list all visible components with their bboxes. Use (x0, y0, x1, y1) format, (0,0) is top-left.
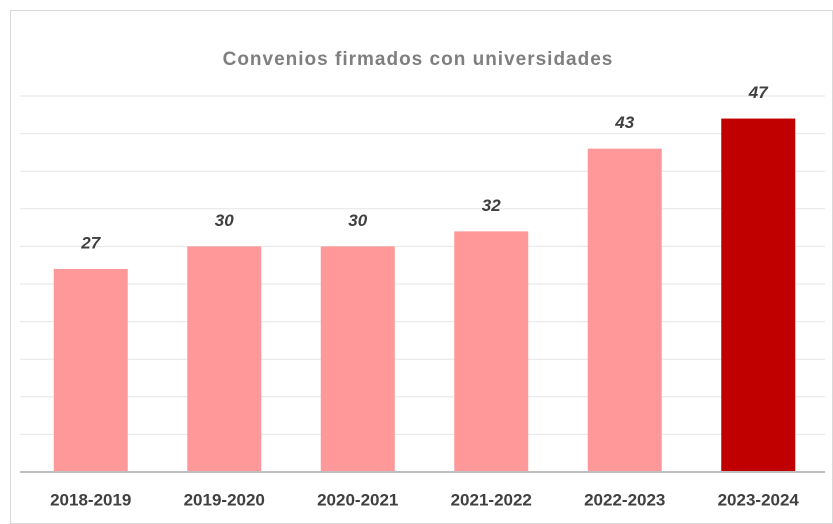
bar (53, 268, 128, 472)
chart-title: Convenios firmados con universidades (223, 49, 614, 70)
x-tick-label: 2018-2019 (50, 490, 131, 509)
x-tick-label: 2020-2021 (317, 490, 398, 509)
data-label: 30 (215, 211, 234, 230)
x-tick-label: 2019-2020 (184, 490, 265, 509)
bar (454, 231, 529, 472)
data-label: 43 (614, 113, 634, 132)
x-tick-label: 2021-2022 (451, 490, 532, 509)
x-tick-label: 2022-2023 (584, 490, 665, 509)
x-tick-label: 2023-2024 (718, 490, 800, 509)
bar (587, 148, 662, 472)
data-label: 47 (748, 83, 769, 102)
chart-frame (10, 10, 833, 524)
bar (187, 246, 262, 472)
data-label: 27 (80, 233, 101, 252)
data-label: 32 (482, 196, 501, 215)
bar (721, 118, 796, 472)
bar (320, 246, 395, 472)
data-label: 30 (348, 211, 367, 230)
